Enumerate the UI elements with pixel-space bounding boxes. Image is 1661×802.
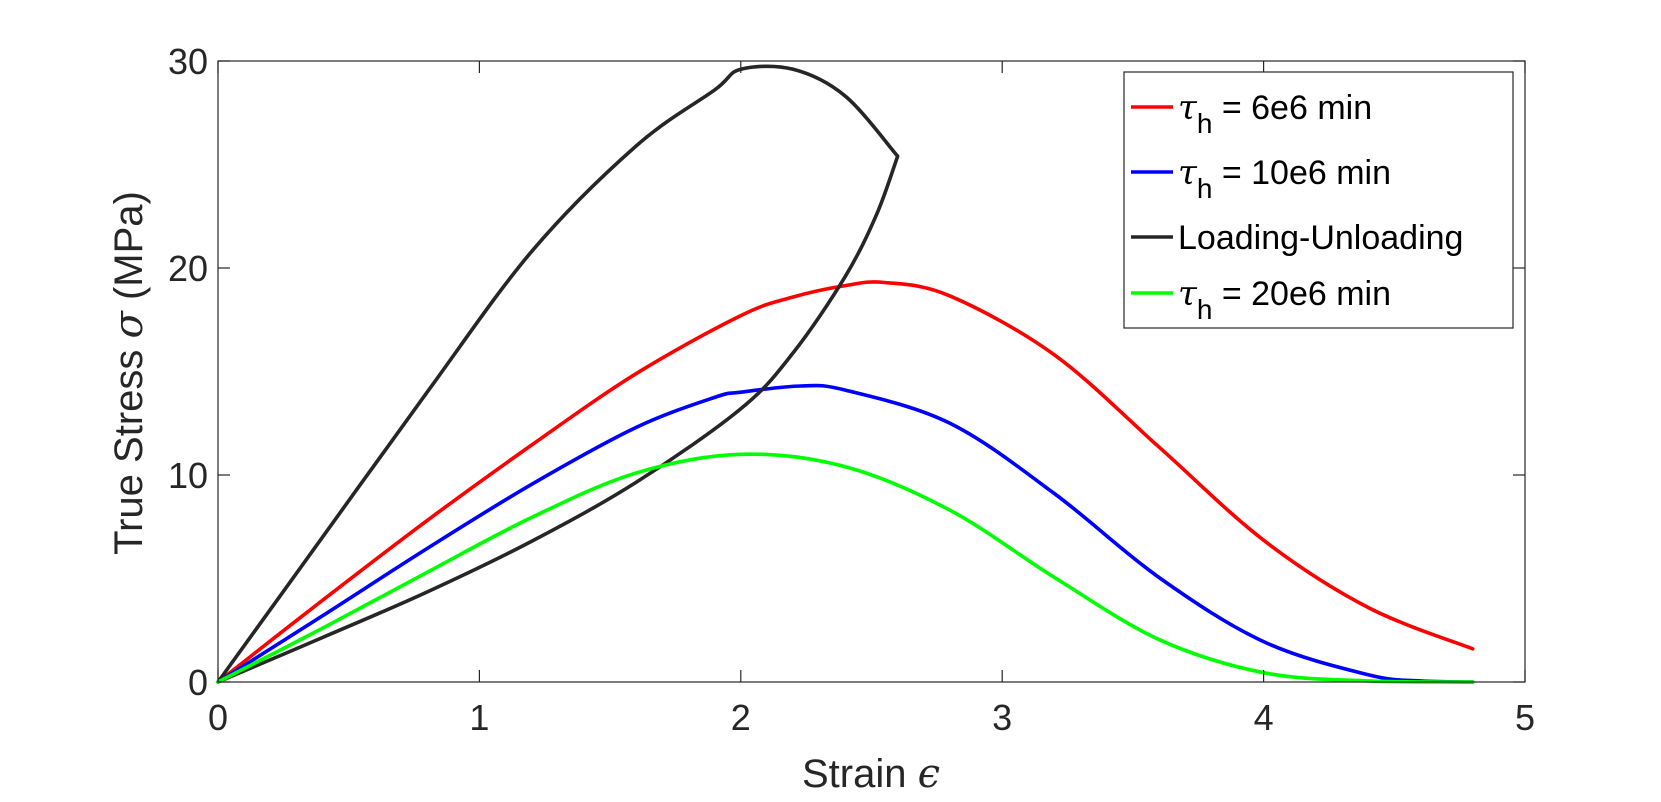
x-tick-label: 4 <box>1254 697 1274 738</box>
y-tick-label: 30 <box>168 41 208 82</box>
y-axis-title: True Stress σ (MPa) <box>106 191 152 555</box>
ticks-layer: 0 1 2 3 4 5 0 10 20 30 <box>168 41 1535 738</box>
series-line-2 <box>216 383 1475 684</box>
x-axis-title: Strain ϵ <box>802 751 940 797</box>
legend-box <box>1123 71 1514 329</box>
legend-label: τh = 20e6 min <box>1178 274 1391 325</box>
series-line-1 <box>216 280 1475 684</box>
y-tick-label: 10 <box>168 455 208 496</box>
legend-entries: τh = 6e6 min τh = 10e6 min Loading-Unloadi… <box>1131 88 1463 325</box>
legend-label: τh = 10e6 min <box>1178 153 1391 204</box>
x-tick-label: 1 <box>469 697 489 738</box>
x-tick-label: 2 <box>731 697 751 738</box>
legend-label: τh = 6e6 min <box>1178 88 1372 139</box>
axes-box <box>217 60 1526 683</box>
x-tick-label: 5 <box>1515 697 1535 738</box>
y-tick-label: 20 <box>168 248 208 289</box>
series-line-3 <box>216 64 900 684</box>
x-tick-label: 3 <box>992 697 1012 738</box>
y-tick-label: 0 <box>188 662 208 703</box>
series-layer <box>216 64 1475 684</box>
legend: τh = 6e6 min τh = 10e6 min Loading-Unloadi… <box>1123 71 1514 329</box>
x-tick-label: 0 <box>208 697 228 738</box>
legend-label: Loading-Unloading <box>1178 219 1463 257</box>
